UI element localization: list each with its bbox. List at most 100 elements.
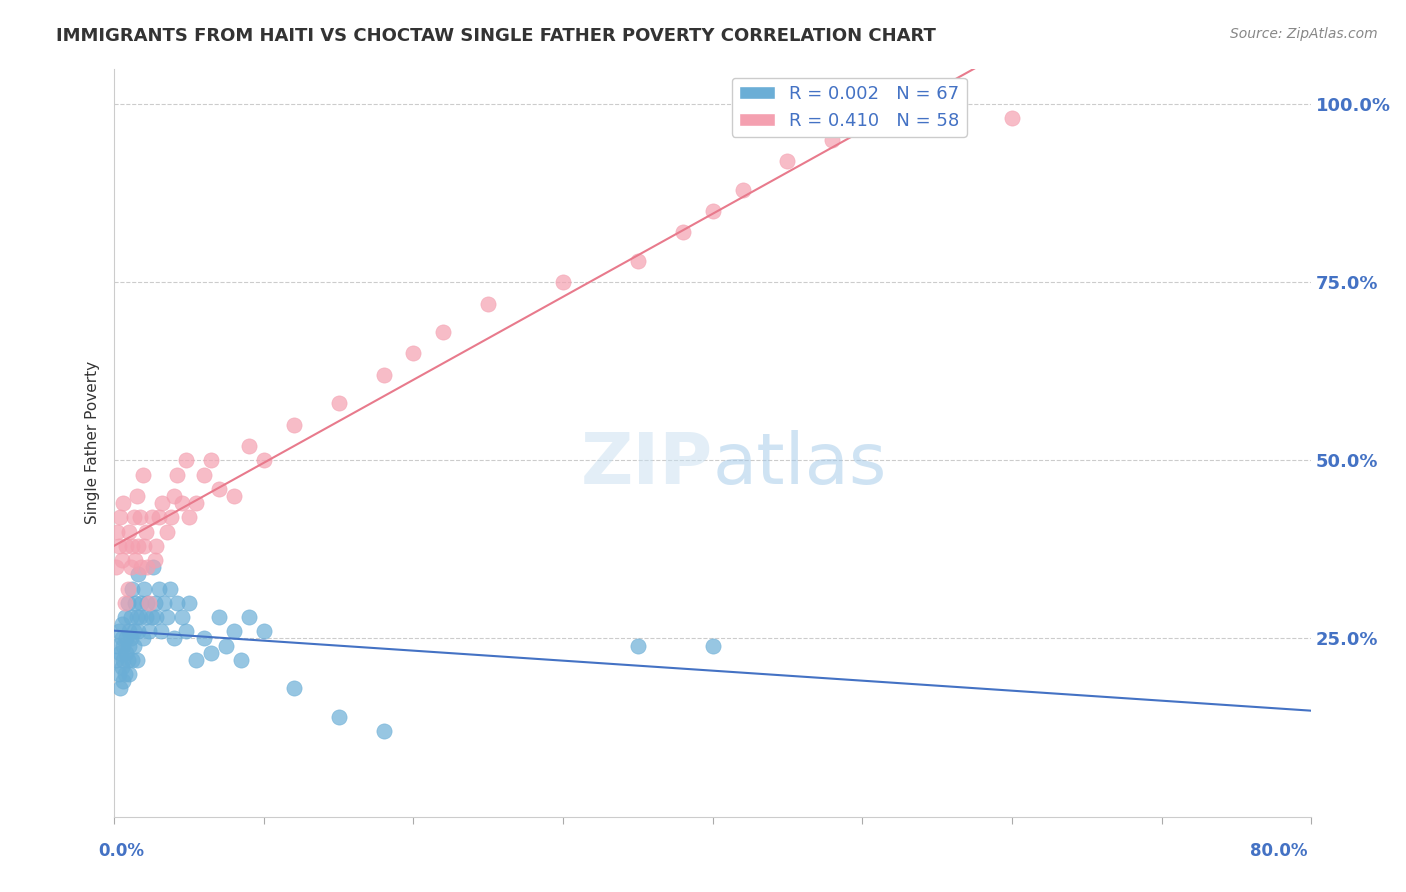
- Point: [373, 724, 395, 739]
- Point: [117, 653, 139, 667]
- Point: [155, 610, 177, 624]
- Point: [145, 610, 167, 624]
- Point: [283, 681, 305, 696]
- Point: [253, 624, 276, 639]
- Point: [111, 553, 134, 567]
- Text: ZIP: ZIP: [581, 431, 713, 500]
- Point: [200, 646, 222, 660]
- Point: [177, 596, 200, 610]
- Point: [170, 496, 193, 510]
- Point: [131, 632, 153, 646]
- Point: [215, 639, 238, 653]
- Point: [166, 596, 188, 610]
- Point: [118, 624, 141, 639]
- Point: [135, 610, 157, 624]
- Point: [851, 119, 873, 133]
- Text: Source: ZipAtlas.com: Source: ZipAtlas.com: [1230, 27, 1378, 41]
- Text: 80.0%: 80.0%: [1250, 842, 1308, 860]
- Point: [155, 524, 177, 539]
- Point: [125, 489, 148, 503]
- Point: [149, 624, 172, 639]
- Y-axis label: Single Father Poverty: Single Father Poverty: [86, 361, 100, 524]
- Point: [114, 596, 136, 610]
- Point: [141, 610, 163, 624]
- Point: [174, 624, 197, 639]
- Point: [125, 610, 148, 624]
- Point: [231, 653, 253, 667]
- Point: [104, 653, 127, 667]
- Point: [121, 582, 143, 596]
- Point: [1001, 112, 1024, 126]
- Point: [702, 639, 724, 653]
- Point: [136, 560, 159, 574]
- Point: [108, 681, 131, 696]
- Point: [821, 133, 844, 147]
- Point: [125, 653, 148, 667]
- Text: atlas: atlas: [713, 431, 887, 500]
- Point: [200, 453, 222, 467]
- Point: [112, 639, 135, 653]
- Point: [129, 596, 152, 610]
- Point: [127, 567, 149, 582]
- Point: [111, 632, 134, 646]
- Point: [193, 467, 215, 482]
- Point: [148, 510, 170, 524]
- Text: 0.0%: 0.0%: [98, 842, 145, 860]
- Point: [112, 653, 135, 667]
- Point: [108, 646, 131, 660]
- Point: [122, 624, 145, 639]
- Point: [121, 653, 143, 667]
- Point: [122, 510, 145, 524]
- Point: [128, 610, 150, 624]
- Point: [122, 639, 145, 653]
- Point: [128, 510, 150, 524]
- Point: [702, 204, 724, 219]
- Point: [141, 510, 163, 524]
- Point: [152, 596, 174, 610]
- Point: [150, 496, 173, 510]
- Point: [127, 539, 149, 553]
- Point: [222, 624, 245, 639]
- Point: [193, 632, 215, 646]
- Point: [115, 646, 138, 660]
- Point: [174, 453, 197, 467]
- Point: [238, 610, 260, 624]
- Point: [107, 667, 129, 681]
- Point: [177, 510, 200, 524]
- Point: [551, 275, 574, 289]
- Point: [124, 553, 146, 567]
- Point: [104, 560, 127, 574]
- Point: [143, 596, 166, 610]
- Point: [132, 582, 155, 596]
- Point: [163, 489, 186, 503]
- Point: [131, 467, 153, 482]
- Point: [118, 524, 141, 539]
- Point: [132, 539, 155, 553]
- Point: [135, 524, 157, 539]
- Point: [328, 710, 350, 724]
- Point: [143, 553, 166, 567]
- Point: [107, 624, 129, 639]
- Point: [120, 632, 142, 646]
- Point: [432, 325, 454, 339]
- Point: [731, 183, 754, 197]
- Point: [112, 674, 135, 689]
- Point: [127, 624, 149, 639]
- Point: [107, 539, 129, 553]
- Point: [121, 539, 143, 553]
- Point: [115, 539, 138, 553]
- Point: [105, 524, 128, 539]
- Point: [186, 496, 208, 510]
- Point: [253, 453, 276, 467]
- Point: [328, 396, 350, 410]
- Point: [136, 596, 159, 610]
- Point: [170, 610, 193, 624]
- Legend: R = 0.002   N = 67, R = 0.410   N = 58: R = 0.002 N = 67, R = 0.410 N = 58: [731, 78, 967, 137]
- Text: IMMIGRANTS FROM HAITI VS CHOCTAW SINGLE FATHER POVERTY CORRELATION CHART: IMMIGRANTS FROM HAITI VS CHOCTAW SINGLE …: [56, 27, 936, 45]
- Point: [925, 97, 948, 112]
- Point: [120, 610, 142, 624]
- Point: [129, 560, 152, 574]
- Point: [108, 510, 131, 524]
- Point: [142, 560, 165, 574]
- Point: [627, 253, 650, 268]
